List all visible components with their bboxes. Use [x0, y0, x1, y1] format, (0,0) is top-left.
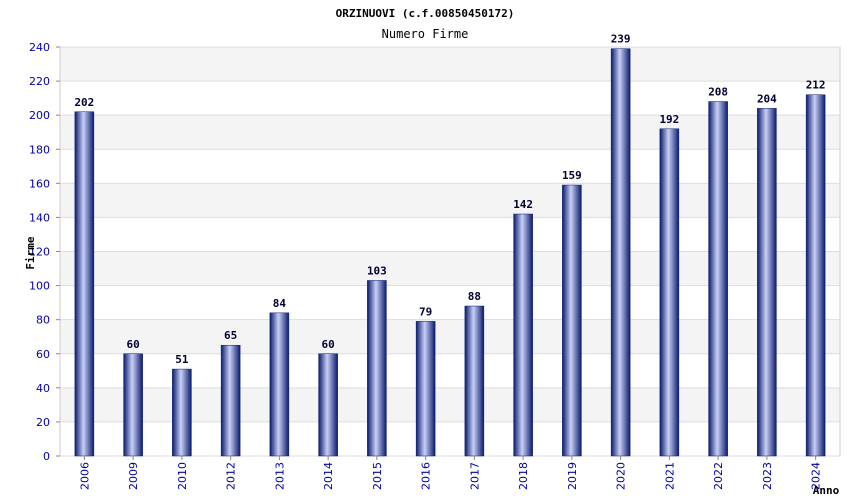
- y-tick-label: 240: [29, 41, 50, 54]
- x-tick-label: 2020: [615, 462, 628, 490]
- data-label-2019: 159: [562, 169, 582, 182]
- data-label-2021: 192: [659, 113, 679, 126]
- bar-2015: [367, 280, 387, 457]
- x-tick-label: 2016: [420, 462, 433, 490]
- bar-2019: [562, 184, 582, 457]
- x-tick-label: 2021: [663, 462, 676, 490]
- bar-2012: [220, 344, 241, 457]
- bar-2014: [318, 353, 338, 457]
- bar-2023: [757, 108, 777, 457]
- y-tick-label: 60: [36, 348, 50, 361]
- data-label-2006: 202: [74, 96, 94, 109]
- data-label-2022: 208: [708, 86, 728, 99]
- data-label-2023: 204: [757, 92, 777, 105]
- y-tick-label: 100: [29, 280, 50, 293]
- y-tick-label: 160: [29, 177, 50, 190]
- chart-subtitle: Numero Firme: [382, 27, 469, 41]
- y-tick-label: 180: [29, 143, 50, 156]
- y-tick-label: 40: [36, 382, 50, 395]
- x-tick-label: 2012: [225, 462, 238, 490]
- y-tick-label: 120: [29, 246, 50, 259]
- bar-2010: [172, 368, 192, 457]
- y-tick-label: 20: [36, 416, 50, 429]
- bar-2016: [415, 321, 436, 457]
- bar-2022: [708, 101, 728, 457]
- y-tick-label: 80: [36, 314, 50, 327]
- data-label-2024: 212: [806, 79, 826, 92]
- data-label-2015: 103: [367, 264, 387, 277]
- bar-2024: [805, 94, 826, 457]
- bar-2009: [123, 353, 143, 457]
- y-tick-label: 140: [29, 211, 50, 224]
- bar-2017: [464, 305, 485, 457]
- x-tick-label: 2006: [78, 462, 91, 490]
- x-tick-label: 2019: [566, 462, 579, 490]
- x-tick-label: 2022: [712, 462, 725, 490]
- x-tick-label: 2017: [468, 462, 481, 490]
- bar-2021: [659, 128, 680, 457]
- x-axis-label: Anno: [813, 484, 840, 497]
- grid-band: [60, 47, 840, 82]
- chart-title: ORZINUOVI (c.f.00850450172): [336, 7, 515, 20]
- data-label-2018: 142: [513, 198, 533, 211]
- data-label-2010: 51: [175, 353, 189, 366]
- x-tick-label: 2024: [810, 462, 823, 490]
- data-label-2014: 60: [322, 338, 335, 351]
- x-tick-label: 2013: [273, 462, 286, 490]
- y-tick-label: 0: [43, 450, 50, 463]
- bar-2018: [513, 213, 533, 457]
- bar-2013: [269, 312, 290, 457]
- data-label-2009: 60: [127, 338, 140, 351]
- data-label-2012: 65: [224, 329, 237, 342]
- y-axis-label: Firme: [24, 236, 37, 269]
- x-tick-label: 2018: [517, 462, 530, 490]
- data-label-2020: 239: [611, 33, 631, 46]
- x-tick-label: 2009: [127, 462, 140, 490]
- data-label-2013: 84: [273, 297, 287, 310]
- bar-2006: [74, 111, 95, 457]
- y-tick-label: 200: [29, 109, 50, 122]
- bar-2020: [610, 48, 631, 457]
- data-label-2016: 79: [419, 305, 432, 318]
- x-tick-label: 2010: [176, 462, 189, 490]
- y-tick-label: 220: [29, 75, 50, 88]
- data-label-2017: 88: [468, 290, 481, 303]
- x-tick-label: 2015: [371, 462, 384, 490]
- x-tick-label: 2023: [761, 462, 774, 490]
- x-tick-label: 2014: [322, 462, 335, 490]
